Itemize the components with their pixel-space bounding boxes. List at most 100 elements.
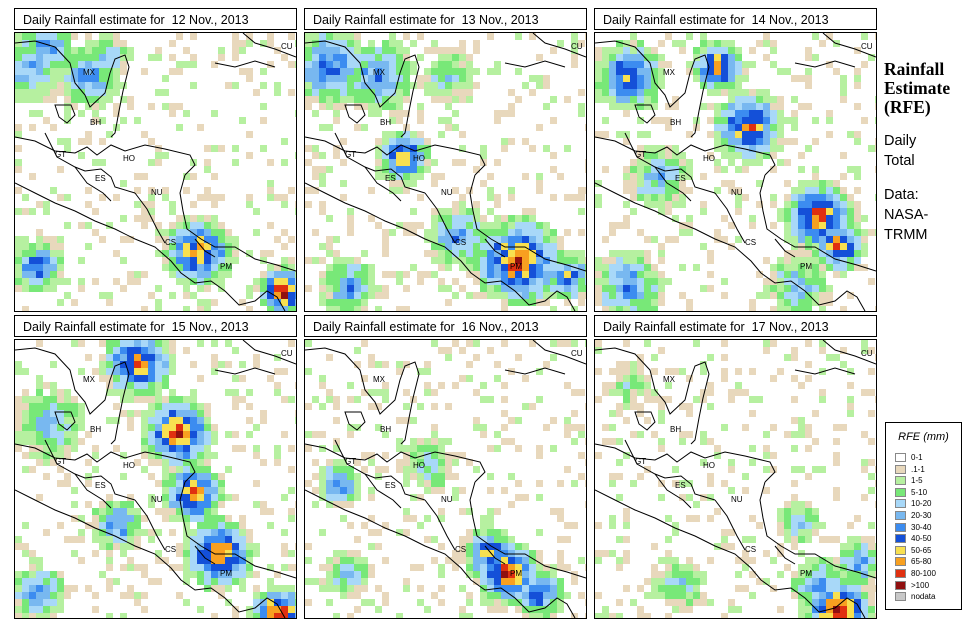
rain-cell xyxy=(340,578,347,585)
rain-cell xyxy=(403,229,410,236)
rain-cell xyxy=(225,466,232,473)
rain-cell xyxy=(763,466,770,473)
rain-cell xyxy=(515,299,522,306)
rain-cell xyxy=(281,278,288,285)
rain-cell xyxy=(721,54,728,61)
rain-cell xyxy=(71,431,78,438)
rain-cell xyxy=(847,599,854,606)
rain-cell xyxy=(700,571,707,578)
rain-cell xyxy=(274,306,281,311)
rain-cell xyxy=(326,571,333,578)
rain-cell xyxy=(602,117,609,124)
rain-cell xyxy=(85,501,92,508)
rain-cell xyxy=(183,452,190,459)
rain-cell xyxy=(85,89,92,96)
rain-cell xyxy=(595,75,602,82)
rain-cell xyxy=(225,494,232,501)
rain-cell xyxy=(134,215,141,222)
rain-cell xyxy=(602,278,609,285)
rain-cell xyxy=(735,54,742,61)
rain-cell xyxy=(494,529,501,536)
rain-cell xyxy=(700,431,707,438)
rain-cell xyxy=(609,61,616,68)
rain-cell xyxy=(15,257,22,264)
rain-cell xyxy=(868,410,875,417)
rain-cell xyxy=(176,501,183,508)
rain-cell xyxy=(106,340,113,347)
border-line xyxy=(364,166,402,202)
rain-cell xyxy=(396,361,403,368)
rain-cell xyxy=(616,375,623,382)
rain-cell xyxy=(791,229,798,236)
rain-cell xyxy=(543,613,550,618)
rain-cell xyxy=(64,396,71,403)
rain-cell xyxy=(64,117,71,124)
rain-cell xyxy=(43,578,50,585)
rain-cell xyxy=(253,480,260,487)
rain-cell xyxy=(707,117,714,124)
rain-cell xyxy=(78,368,85,375)
rain-cell xyxy=(770,131,777,138)
rain-cell xyxy=(819,599,826,606)
rain-cell xyxy=(326,47,333,54)
rain-cell xyxy=(798,571,805,578)
rain-cell xyxy=(487,578,494,585)
rain-cell xyxy=(578,389,585,396)
rain-cell xyxy=(466,68,473,75)
rain-cell xyxy=(700,33,707,40)
rain-cell xyxy=(113,110,120,117)
rain-cell xyxy=(777,124,784,131)
rain-cell xyxy=(812,278,819,285)
rain-cell xyxy=(609,264,616,271)
border-line xyxy=(595,136,776,176)
rain-cell xyxy=(536,557,543,564)
rain-cell xyxy=(120,508,127,515)
rain-cell xyxy=(557,606,564,613)
rain-cell xyxy=(190,403,197,410)
rain-cell xyxy=(36,445,43,452)
rain-cell xyxy=(162,368,169,375)
rain-cell xyxy=(431,180,438,187)
rain-cell xyxy=(791,585,798,592)
rain-cell xyxy=(473,236,480,243)
rain-cell xyxy=(295,285,296,292)
rain-cell xyxy=(288,606,295,613)
rain-cell xyxy=(120,68,127,75)
rain-cell xyxy=(396,466,403,473)
rain-cell xyxy=(190,564,197,571)
rain-cell xyxy=(784,215,791,222)
rain-cell xyxy=(840,557,847,564)
rain-cell xyxy=(36,578,43,585)
rain-cell xyxy=(162,194,169,201)
rain-cell xyxy=(763,550,770,557)
panel-title: Daily Rainfall estimate for 15 Nov., 201… xyxy=(14,315,297,337)
rain-cell xyxy=(508,278,515,285)
rain-cell xyxy=(637,194,644,201)
rain-cell xyxy=(452,257,459,264)
rain-cell xyxy=(169,487,176,494)
rain-cell xyxy=(833,578,840,585)
rain-cell xyxy=(347,501,354,508)
rain-cell xyxy=(190,292,197,299)
rain-cell xyxy=(204,473,211,480)
rain-cell xyxy=(295,61,296,68)
rain-cell xyxy=(431,236,438,243)
rain-cell xyxy=(452,250,459,257)
rain-cell xyxy=(246,536,253,543)
country-label: NU xyxy=(441,495,453,504)
rain-cell xyxy=(616,222,623,229)
rain-cell xyxy=(36,452,43,459)
rain-cell xyxy=(36,236,43,243)
rain-cell xyxy=(529,33,536,40)
rain-cell xyxy=(295,410,296,417)
border-line xyxy=(15,443,196,483)
rain-cell xyxy=(347,40,354,47)
rain-cell xyxy=(847,215,854,222)
rain-cell xyxy=(382,292,389,299)
rain-cell xyxy=(50,396,57,403)
rain-cell xyxy=(686,61,693,68)
rain-cell xyxy=(805,187,812,194)
rain-cell xyxy=(847,571,854,578)
rain-cell xyxy=(274,606,281,613)
rain-cell xyxy=(756,292,763,299)
